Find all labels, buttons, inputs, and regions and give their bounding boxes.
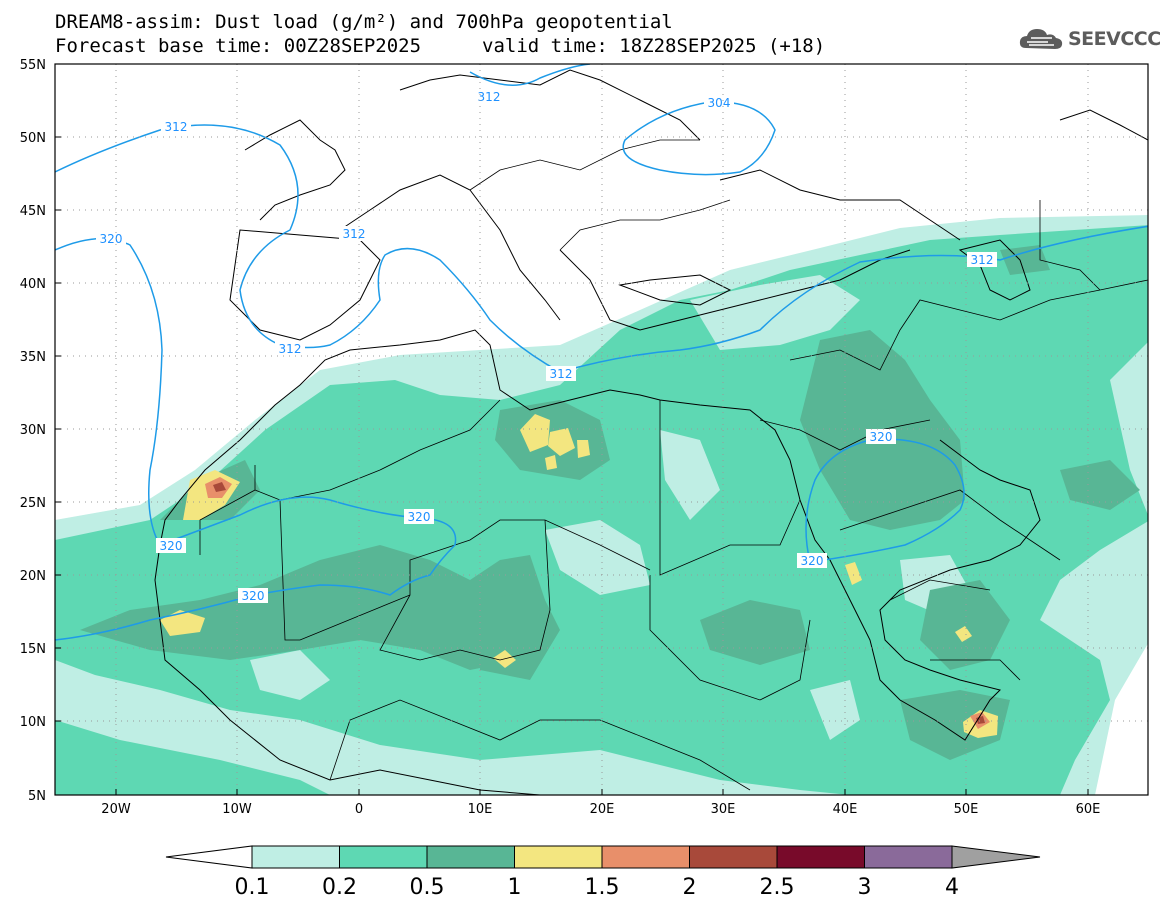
svg-text:304: 304	[708, 96, 731, 110]
lat-label: 55N	[20, 58, 46, 73]
colorbar-tick-label: 3	[858, 875, 872, 900]
lat-label: 35N	[20, 350, 46, 365]
colorbar-tick-label: 0.1	[235, 875, 270, 900]
svg-text:320: 320	[801, 554, 824, 568]
lat-label: 50N	[20, 131, 46, 146]
svg-text:312: 312	[971, 253, 994, 267]
lon-label: 0	[355, 802, 363, 817]
lat-lon-grid	[55, 64, 1148, 795]
colorbar-segment	[514, 845, 603, 869]
svg-text:312: 312	[279, 342, 302, 356]
contour-label: 312	[546, 366, 576, 381]
svg-text:312: 312	[165, 120, 188, 134]
lon-label: 60E	[1076, 802, 1101, 817]
colorbar-segment	[601, 845, 690, 869]
svg-text:320: 320	[242, 589, 265, 603]
lon-label: 10E	[468, 802, 493, 817]
lat-label: 20N	[20, 569, 46, 584]
svg-text:320: 320	[160, 539, 183, 553]
colorbar-segment	[251, 845, 340, 869]
lat-label: 40N	[20, 277, 46, 292]
contour-label: 320	[156, 538, 186, 553]
colorbar-segment	[864, 845, 953, 869]
lat-label: 45N	[20, 204, 46, 219]
colorbar-segment	[689, 845, 778, 869]
logo-text: SEEVCCC	[1068, 28, 1161, 50]
colorbar-tick-label: 2	[683, 875, 697, 900]
svg-text:320: 320	[408, 510, 431, 524]
map-area: 312 304 312 312 312 312 312 320 320 320 …	[55, 64, 1148, 795]
colorbar-tick-label: 0.2	[322, 875, 357, 900]
contour-labels: 312 304 312 312 312 312 312 320 320 320 …	[96, 89, 997, 603]
colorbar-segment	[426, 845, 515, 869]
lon-label: 20W	[101, 802, 131, 817]
svg-text:312: 312	[478, 90, 501, 104]
colorbar-segment	[339, 845, 428, 869]
colorbar-segment	[776, 845, 865, 869]
contour-label: 312	[339, 226, 369, 241]
lat-label: 25N	[20, 496, 46, 511]
cloud-logo-icon	[1019, 29, 1063, 49]
svg-text:320: 320	[100, 232, 123, 246]
forecast-base-time: Forecast base time: 00Z28SEP2025	[55, 35, 422, 57]
contour-label: 312	[474, 89, 504, 104]
contour-label: 320	[238, 588, 268, 603]
colorbar-under-arrow	[165, 845, 253, 869]
contour-label: 312	[161, 119, 191, 134]
colorbar-tick-label: 1	[508, 875, 522, 900]
dust-band-01-holes	[250, 275, 975, 740]
colorbar-tick-label: 0.5	[410, 875, 445, 900]
contour-label: 320	[96, 231, 126, 246]
lat-label: 5N	[28, 789, 46, 804]
contour-label: 312	[967, 252, 997, 267]
seevccc-logo: SEEVCCC	[1018, 26, 1161, 52]
latitude-labels: 55N 50N 45N 40N 35N 30N 25N 20N 15N 10N …	[20, 58, 46, 804]
colorbar-tick-label: 4	[945, 875, 959, 900]
contour-label: 304	[704, 95, 734, 110]
lon-label: 30E	[711, 802, 736, 817]
colorbar-over-arrow	[951, 845, 1041, 869]
lon-label: 40E	[833, 802, 858, 817]
contour-label: 320	[404, 509, 434, 524]
axis-ticks	[55, 63, 1089, 795]
contour-label: 320	[866, 429, 896, 444]
lon-label: 50E	[954, 802, 979, 817]
geopotential-contours	[55, 64, 1148, 641]
colorbar-tick-label: 2.5	[760, 875, 795, 900]
lat-label: 30N	[20, 423, 46, 438]
lon-label: 20E	[590, 802, 615, 817]
map-title: DREAM8-assim: Dust load (g/m²) and 700hP…	[55, 11, 673, 33]
lat-label: 10N	[20, 715, 46, 730]
colorbar: 0.1 0.2 0.5 1 1.5 2 2.5 3 4	[165, 845, 1041, 900]
colorbar-tick-label: 1.5	[585, 875, 620, 900]
lat-label: 15N	[20, 642, 46, 657]
contour-label: 312	[275, 341, 305, 356]
contour-label: 320	[797, 553, 827, 568]
country-borders	[199, 139, 1148, 791]
dust-band-05	[80, 245, 1140, 760]
svg-text:320: 320	[870, 430, 893, 444]
valid-time: valid time: 18Z28SEP2025 (+18)	[482, 35, 826, 57]
longitude-labels: 20W 10W 0 10E 20E 30E 40E 50E 60E	[101, 802, 1100, 817]
lon-label: 10W	[222, 802, 252, 817]
svg-text:312: 312	[343, 227, 366, 241]
svg-text:312: 312	[550, 367, 573, 381]
